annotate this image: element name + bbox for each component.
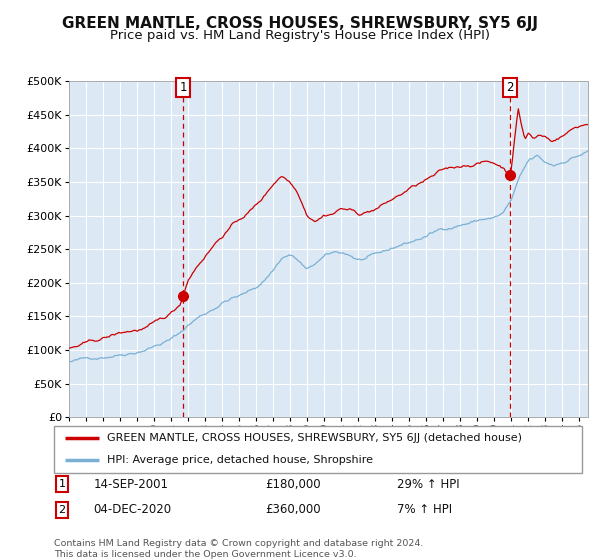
Text: Price paid vs. HM Land Registry's House Price Index (HPI): Price paid vs. HM Land Registry's House … bbox=[110, 29, 490, 42]
Text: HPI: Average price, detached house, Shropshire: HPI: Average price, detached house, Shro… bbox=[107, 455, 373, 465]
Text: 29% ↑ HPI: 29% ↑ HPI bbox=[397, 478, 460, 491]
Text: 14-SEP-2001: 14-SEP-2001 bbox=[94, 478, 169, 491]
Text: 04-DEC-2020: 04-DEC-2020 bbox=[94, 503, 172, 516]
Text: 2: 2 bbox=[506, 81, 514, 94]
Text: 1: 1 bbox=[58, 479, 65, 489]
Text: £360,000: £360,000 bbox=[265, 503, 321, 516]
Text: GREEN MANTLE, CROSS HOUSES, SHREWSBURY, SY5 6JJ: GREEN MANTLE, CROSS HOUSES, SHREWSBURY, … bbox=[62, 16, 538, 31]
Text: Contains HM Land Registry data © Crown copyright and database right 2024.: Contains HM Land Registry data © Crown c… bbox=[54, 539, 424, 548]
Text: 7% ↑ HPI: 7% ↑ HPI bbox=[397, 503, 452, 516]
Text: £180,000: £180,000 bbox=[265, 478, 321, 491]
Text: 2: 2 bbox=[58, 505, 65, 515]
FancyBboxPatch shape bbox=[54, 426, 582, 473]
Text: This data is licensed under the Open Government Licence v3.0.: This data is licensed under the Open Gov… bbox=[54, 550, 356, 559]
Text: GREEN MANTLE, CROSS HOUSES, SHREWSBURY, SY5 6JJ (detached house): GREEN MANTLE, CROSS HOUSES, SHREWSBURY, … bbox=[107, 433, 522, 444]
Text: 1: 1 bbox=[179, 81, 187, 94]
